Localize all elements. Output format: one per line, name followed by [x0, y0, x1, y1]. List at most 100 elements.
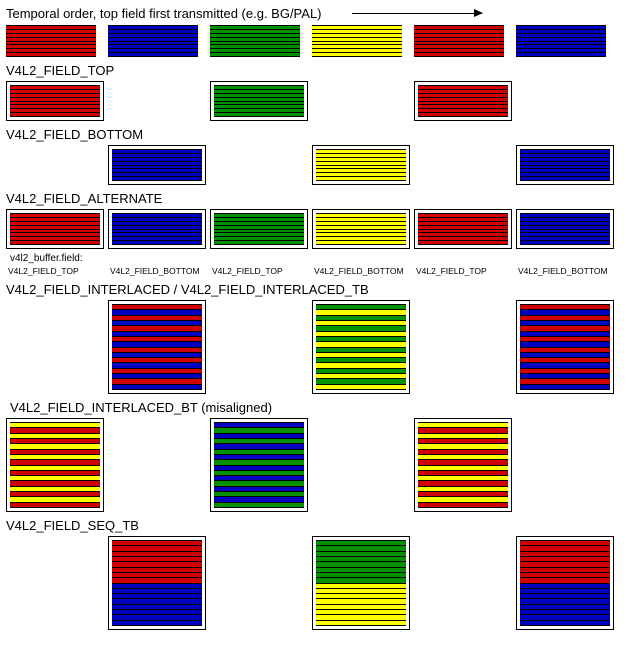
field-frame — [210, 209, 308, 249]
field-frame — [516, 300, 614, 394]
bottom-field — [520, 149, 610, 181]
field-frame — [108, 145, 206, 185]
slot — [312, 536, 410, 630]
slot — [108, 300, 206, 394]
seq-tb-field — [316, 540, 406, 626]
bottom-field — [316, 149, 406, 181]
alternate-field — [520, 213, 610, 245]
alternate-captions: V4L2_FIELD_TOP V4L2_FIELD_BOTTOM V4L2_FIEL… — [6, 266, 623, 276]
temporal-field — [516, 25, 606, 57]
interlaced-bt-field — [418, 422, 508, 508]
top-row — [6, 81, 623, 121]
alternate-caption: V4L2_FIELD_TOP — [210, 266, 308, 276]
alternate-field — [10, 213, 100, 245]
slot — [210, 81, 308, 121]
field-frame — [6, 209, 104, 249]
slot — [108, 536, 206, 630]
label-interlaced-tb: V4L2_FIELD_INTERLACED / V4L2_FIELD_INTER… — [6, 282, 623, 297]
slot — [414, 536, 512, 630]
label-alternate: V4L2_FIELD_ALTERNATE — [6, 191, 623, 206]
temporal-field — [210, 25, 300, 57]
field-frame — [108, 300, 206, 394]
slot — [516, 536, 614, 630]
slot — [414, 300, 512, 394]
slot — [312, 25, 410, 57]
field-frame — [414, 81, 512, 121]
slot — [108, 145, 206, 185]
slot — [6, 25, 104, 57]
interlaced-bt-row — [6, 418, 623, 512]
slot — [6, 300, 104, 394]
slot — [6, 536, 104, 630]
buffer-field-label: v4l2_buffer.field: — [10, 253, 623, 264]
header-title: Temporal order, top field first transmit… — [6, 6, 322, 21]
field-frame — [312, 536, 410, 630]
interlaced-tb-field — [112, 304, 202, 390]
field-frame — [312, 209, 410, 249]
seq-tb-row — [6, 536, 623, 630]
slot — [414, 25, 512, 57]
field-frame — [516, 209, 614, 249]
temporal-field — [108, 25, 198, 57]
field-frame — [6, 418, 104, 512]
slot — [312, 300, 410, 394]
slot — [312, 418, 410, 512]
alternate-caption: V4L2_FIELD_BOTTOM — [312, 266, 410, 276]
slot — [210, 145, 308, 185]
slot — [312, 81, 410, 121]
interlaced-bt-field — [10, 422, 100, 508]
seq-tb-field — [112, 540, 202, 626]
slot — [6, 209, 104, 249]
interlaced-tb-field — [316, 304, 406, 390]
field-frame — [108, 536, 206, 630]
temporal-field — [312, 25, 402, 57]
field-frame — [210, 418, 308, 512]
interlaced-tb-field — [520, 304, 610, 390]
slot — [312, 209, 410, 249]
slot — [6, 145, 104, 185]
bottom-row — [6, 145, 623, 185]
field-frame — [516, 145, 614, 185]
header-row: Temporal order, top field first transmit… — [6, 6, 623, 21]
arrow-icon — [352, 13, 482, 14]
slot — [6, 418, 104, 512]
slot — [210, 25, 308, 57]
slot — [108, 81, 206, 121]
slot — [210, 300, 308, 394]
slot — [108, 418, 206, 512]
field-frame — [6, 81, 104, 121]
alternate-row — [6, 209, 623, 249]
slot — [516, 145, 614, 185]
slot — [516, 25, 614, 57]
temporal-field — [414, 25, 504, 57]
field-frame — [312, 145, 410, 185]
slot — [210, 418, 308, 512]
alternate-field — [112, 213, 202, 245]
bottom-field — [112, 149, 202, 181]
field-frame — [210, 81, 308, 121]
slot — [210, 536, 308, 630]
field-frame — [312, 300, 410, 394]
slot — [312, 145, 410, 185]
alternate-caption: V4L2_FIELD_TOP — [6, 266, 104, 276]
field-frame — [414, 209, 512, 249]
slot — [6, 81, 104, 121]
interlaced-bt-field — [214, 422, 304, 508]
top-field — [10, 85, 100, 117]
slot — [108, 25, 206, 57]
alternate-field — [214, 213, 304, 245]
slot — [516, 418, 614, 512]
slot — [414, 145, 512, 185]
slot — [210, 209, 308, 249]
top-field — [418, 85, 508, 117]
field-frame — [108, 209, 206, 249]
alternate-field — [418, 213, 508, 245]
slot — [108, 209, 206, 249]
slot — [516, 300, 614, 394]
label-top: V4L2_FIELD_TOP — [6, 63, 623, 78]
field-frame — [414, 418, 512, 512]
slot — [516, 209, 614, 249]
slot — [414, 209, 512, 249]
seq-tb-field — [520, 540, 610, 626]
alternate-caption: V4L2_FIELD_TOP — [414, 266, 512, 276]
